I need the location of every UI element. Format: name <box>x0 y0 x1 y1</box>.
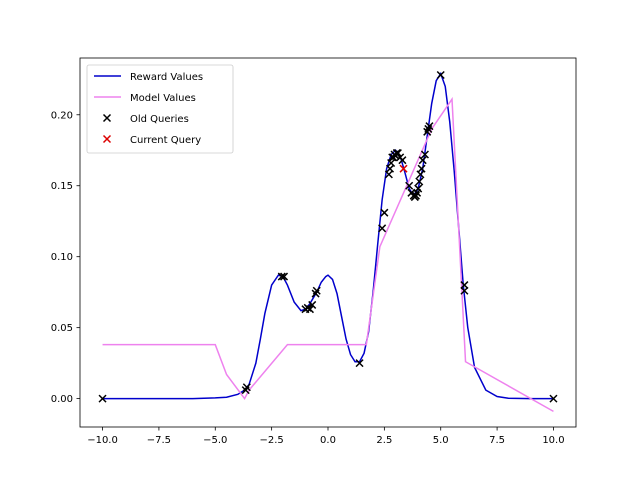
axes: −10.0 −7.5 −5.0 −2.5 0.0 2.5 5.0 7.5 10.0 0.00 0.0… <box>51 57 577 446</box>
y-tick-label: 0.00 <box>51 394 73 405</box>
x-tick-label: −2.5 <box>259 435 283 446</box>
old-queries-point-stroke-b <box>380 208 389 217</box>
legend-current-query-label: Current Query <box>130 135 201 146</box>
legend-box <box>86 64 234 154</box>
x-tick-label: −5.0 <box>203 435 227 446</box>
old-queries-point-stroke-b <box>393 149 402 158</box>
old-queries-point-stroke-b <box>420 150 429 159</box>
x-tick-label: 7.5 <box>489 435 505 446</box>
x-tick-label: 5.0 <box>433 435 449 446</box>
old-queries-point <box>415 177 424 186</box>
old-queries-point <box>418 156 427 165</box>
legend: Reward Values Model Values Old Queries Curr… <box>86 64 234 154</box>
legend-model-values-label: Model Values <box>130 93 196 104</box>
legend-old-queries-swatch-b <box>102 113 112 123</box>
old-queries-point-stroke-b <box>385 164 395 173</box>
old-queries-point <box>355 359 364 368</box>
old-queries-point <box>308 300 317 309</box>
plot-area <box>98 71 558 413</box>
legend-current-query-swatch <box>102 134 112 144</box>
y-tick-label: 0.05 <box>51 323 73 334</box>
x-tick-label: −7.5 <box>147 435 171 446</box>
old-queries-point-stroke-b <box>425 122 434 131</box>
series-line-model-values <box>102 96 554 413</box>
old-queries-point-stroke-b <box>436 71 445 80</box>
old-queries-point-stroke-b <box>415 177 424 186</box>
old-queries-point <box>277 272 286 281</box>
old-queries-point <box>280 272 289 281</box>
current-query-point-stroke-b <box>399 164 408 173</box>
old-queries-point-stroke-b <box>308 300 317 309</box>
old-queries-point-stroke-b <box>305 305 314 314</box>
old-queries-point-stroke-b <box>277 272 286 281</box>
old-queries-point-stroke-b <box>355 359 364 368</box>
old-queries-point <box>312 286 321 295</box>
old-queries-point <box>98 394 107 403</box>
old-queries-point-stroke-b <box>280 272 289 281</box>
old-queries-point <box>549 394 558 403</box>
old-queries-point-stroke-b <box>384 170 393 179</box>
old-queries-point-stroke-b <box>416 170 425 179</box>
old-queries-point-stroke-b <box>418 156 427 165</box>
old-queries-point <box>378 224 387 233</box>
old-queries-point <box>380 208 389 217</box>
old-queries-point-stroke-b <box>405 181 414 190</box>
legend-current-query-swatch-b <box>102 134 112 144</box>
x-tick-label: −10.0 <box>87 435 118 446</box>
y-tick-label: 0.20 <box>51 110 73 121</box>
x-tick-label: 2.5 <box>376 435 392 446</box>
old-queries-point-stroke-b <box>549 394 558 403</box>
old-queries-point <box>405 181 414 190</box>
old-queries-point-stroke-b <box>392 149 401 158</box>
old-queries-point <box>420 150 429 159</box>
y-tick-label: 0.15 <box>51 181 73 192</box>
old-queries-point-stroke-b <box>417 164 426 173</box>
old-queries-point-stroke-b <box>414 184 423 193</box>
old-queries-point-stroke-b <box>460 286 469 295</box>
old-queries-point <box>393 149 402 158</box>
old-queries-point <box>398 156 407 165</box>
old-queries-point <box>305 305 314 314</box>
legend-reward-values-label: Reward Values <box>130 72 203 83</box>
old-queries-point-stroke-b <box>398 156 407 165</box>
old-queries-point <box>417 164 426 173</box>
y-tick-label: 0.10 <box>51 252 73 263</box>
x-tick-label: 0.0 <box>320 435 336 446</box>
old-queries-point-stroke-b <box>312 286 321 295</box>
old-queries-point <box>414 184 423 193</box>
old-queries-point-stroke-b <box>242 383 251 392</box>
old-queries-point-stroke-b <box>387 158 396 168</box>
old-queries-point-stroke-b <box>378 224 387 233</box>
x-tick-label: 10.0 <box>542 435 564 446</box>
legend-old-queries-swatch <box>102 113 112 123</box>
old-queries-point-stroke-b <box>98 394 107 403</box>
current-query-point <box>399 164 408 173</box>
old-queries-point <box>425 122 434 131</box>
series-line-reward-values <box>102 71 554 400</box>
legend-old-queries-label: Old Queries <box>130 114 189 125</box>
old-queries-point <box>436 71 445 80</box>
old-queries-point <box>460 286 469 295</box>
old-queries-point <box>242 383 251 392</box>
